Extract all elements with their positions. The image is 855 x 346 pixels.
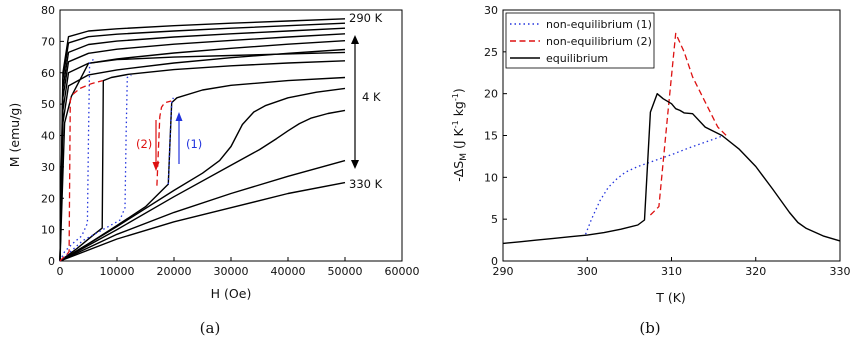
y-tick-label: 70 xyxy=(41,35,55,48)
panel-a-series-line-3 xyxy=(59,27,346,262)
y-axis-label-a: M (emu/g) xyxy=(7,103,22,167)
legend-label: equilibrium xyxy=(546,52,608,65)
y-tick-label: 50 xyxy=(41,98,55,111)
x-axis-label-a: H (Oe) xyxy=(211,286,252,301)
y-tick-label: 20 xyxy=(484,88,498,101)
y-tick-label: 40 xyxy=(41,130,55,143)
panel-a-series-line-12 xyxy=(59,159,346,262)
panel-a-series-line-10 xyxy=(59,87,346,262)
y-tick-label: 25 xyxy=(484,46,498,59)
panel-a-series-line-14 xyxy=(59,58,95,262)
y-tick-label: 0 xyxy=(48,255,55,268)
y-tick-label: 5 xyxy=(491,213,498,226)
y-tick-label: 20 xyxy=(41,192,55,205)
x-tick-label: 330 xyxy=(830,265,851,278)
y-tick-label: 10 xyxy=(484,171,498,184)
panel-b-series-line-1 xyxy=(584,134,724,235)
label-290k: 290 K xyxy=(349,11,383,25)
panel-b-series-line-2 xyxy=(649,32,727,216)
y-tick-label: 60 xyxy=(41,67,55,80)
panel-a-series-line-18 xyxy=(156,100,172,186)
x-tick-label: 20000 xyxy=(157,265,192,278)
panel-a-series-line-2 xyxy=(59,22,346,262)
panel-b-series-line-3 xyxy=(502,92,841,245)
panel-a-series-line-4 xyxy=(59,33,346,262)
panel-a-series-line-13 xyxy=(59,181,346,262)
x-tick-label: 320 xyxy=(745,265,766,278)
x-tick-label: 10000 xyxy=(100,265,135,278)
x-tick-label: 290 xyxy=(493,265,514,278)
panel-a-series-line-9 xyxy=(59,76,346,262)
y-tick-label: 10 xyxy=(41,224,55,237)
field-down-arrow xyxy=(152,120,160,171)
legend-label: non-equilibrium (2) xyxy=(546,35,652,48)
y-tick-label: 0 xyxy=(491,255,498,268)
x-tick-label: 0 xyxy=(57,265,64,278)
legend: non-equilibrium (1) non-equilibrium (2) eq… xyxy=(505,12,655,69)
panel-a-series-line-7 xyxy=(59,51,346,262)
x-tick-label: 50000 xyxy=(328,265,363,278)
label-field-down: (2) xyxy=(136,137,152,151)
y-tick-label: 15 xyxy=(484,130,498,143)
x-tick-label: 60000 xyxy=(385,265,420,278)
y-tick-label: 30 xyxy=(41,161,55,174)
panel-a-series-line-11 xyxy=(59,109,346,262)
label-4k-step: 4 K xyxy=(362,90,381,104)
label-330k: 330 K xyxy=(349,177,383,191)
caption-a: (a) xyxy=(200,319,221,337)
label-field-up: (1) xyxy=(186,137,202,151)
y-axis-label-b: -ΔSM (J K-1 kg-1) xyxy=(451,88,469,182)
x-tick-label: 300 xyxy=(577,265,598,278)
field-up-arrow xyxy=(175,112,183,164)
panel-a-series-line-1 xyxy=(59,18,346,262)
x-tick-label: 40000 xyxy=(271,265,306,278)
legend-label: non-equilibrium (1) xyxy=(546,18,652,31)
panel-a-series-line-8 xyxy=(59,60,346,262)
y-tick-label: 30 xyxy=(484,4,498,17)
panel-a-magnetization-chart: 0 10000 20000 30000 40000 50000 60000 0 10 20 30 40… xyxy=(7,4,420,337)
panel-a-series-line-17 xyxy=(59,79,103,262)
panel-b-entropy-chart: 290 300 310 320 330 0 5 10 15 20 25 30 T (K) -ΔSM (… xyxy=(451,4,851,337)
x-tick-label: 30000 xyxy=(214,265,249,278)
x-tick-label: 310 xyxy=(661,265,682,278)
y-tick-label: 80 xyxy=(41,4,55,17)
caption-b: (b) xyxy=(639,319,660,337)
x-axis-label-b: T (K) xyxy=(655,290,686,305)
temperature-step-arrow xyxy=(351,35,359,169)
